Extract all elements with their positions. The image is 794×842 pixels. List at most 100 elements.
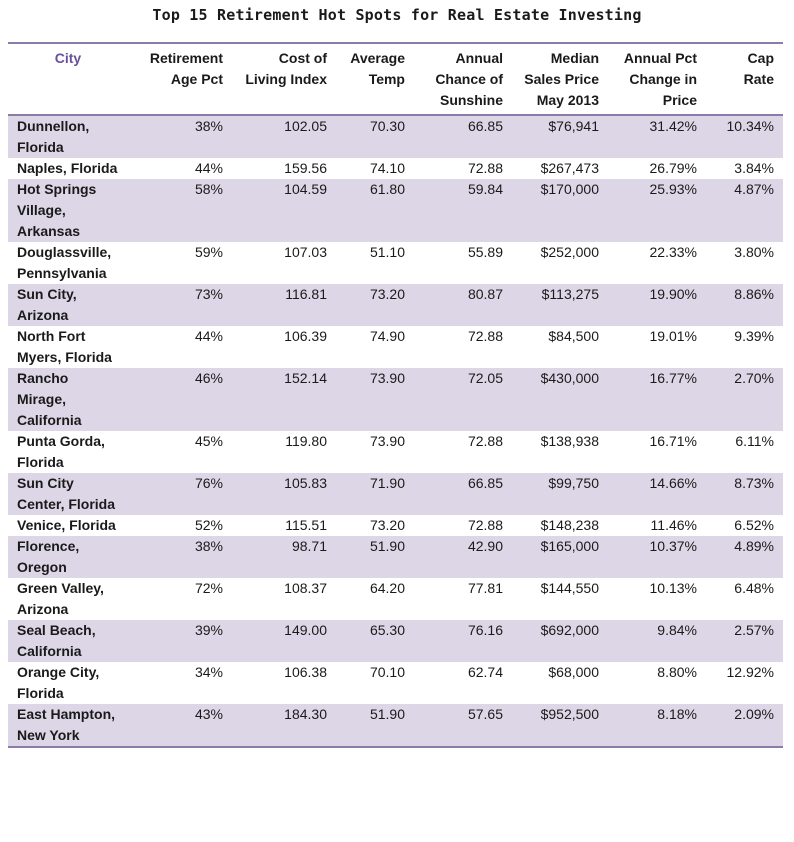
cell-annual-pct-change: 8.18% <box>657 706 697 722</box>
cell-median-sales-price: $84,500 <box>548 328 599 344</box>
cell-average-temp: 51.10 <box>369 244 405 260</box>
cell-annual-chance-of-sunshine: 62.74 <box>467 664 503 680</box>
cell-cost-of-living-index: 105.83 <box>284 475 327 491</box>
cell-annual-chance-of-sunshine: 72.88 <box>467 517 503 533</box>
column-header-average-temp: Average Temp <box>336 43 414 116</box>
cell-cap-rate: 9.39% <box>734 328 774 344</box>
cell-median-sales-price: $144,550 <box>540 580 599 596</box>
table-row: Sun City Center, Florida 76% 105.83 71.90 66… <box>8 473 783 515</box>
cell-median-sales-price: $148,238 <box>540 517 599 533</box>
table-row: Orange City, Florida 34% 106.38 70.10 62.74 $… <box>8 662 783 704</box>
cell-annual-chance-of-sunshine: 72.88 <box>467 433 503 449</box>
cell-annual-pct-change: 26.79% <box>649 160 697 176</box>
cell-annual-chance-of-sunshine: 72.88 <box>467 160 503 176</box>
table-row: Dunnellon, Florida 38% 102.05 70.30 66.85 $76… <box>8 115 783 158</box>
table-row: Venice, Florida 52% 115.51 73.20 72.88 $148,2… <box>8 515 783 536</box>
cell-annual-pct-change: 10.37% <box>649 538 697 554</box>
cell-annual-chance-of-sunshine: 66.85 <box>467 475 503 491</box>
cell-median-sales-price: $692,000 <box>540 622 599 638</box>
cell-median-sales-price: $267,473 <box>540 160 599 176</box>
cell-average-temp: 73.90 <box>369 433 405 449</box>
cell-city: Punta Gorda, Florida <box>17 433 105 470</box>
column-header-city: City <box>8 43 128 116</box>
cell-average-temp: 51.90 <box>369 706 405 722</box>
cell-average-temp: 74.10 <box>369 160 405 176</box>
cell-cost-of-living-index: 115.51 <box>285 517 327 533</box>
cell-average-temp: 73.90 <box>369 370 405 386</box>
cell-cap-rate: 3.84% <box>734 160 774 176</box>
cell-retirement-age-pct: 43% <box>194 706 223 722</box>
cell-retirement-age-pct: 38% <box>194 118 223 134</box>
cell-cost-of-living-index: 116.81 <box>285 286 327 302</box>
cell-median-sales-price: $430,000 <box>540 370 599 386</box>
cell-annual-pct-change: 16.77% <box>649 370 697 386</box>
cell-annual-pct-change: 11.46% <box>650 517 697 533</box>
cell-city: Green Valley, Arizona <box>17 580 104 617</box>
cell-annual-chance-of-sunshine: 42.90 <box>467 538 503 554</box>
cell-average-temp: 64.20 <box>369 580 405 596</box>
cell-cap-rate: 6.48% <box>734 580 774 596</box>
cell-average-temp: 61.80 <box>369 181 405 197</box>
cell-annual-pct-change: 9.84% <box>657 622 697 638</box>
cell-cost-of-living-index: 149.00 <box>284 622 327 638</box>
cell-cap-rate: 2.57% <box>734 622 774 638</box>
cell-retirement-age-pct: 39% <box>194 622 223 638</box>
cell-annual-chance-of-sunshine: 66.85 <box>467 118 503 134</box>
cell-cost-of-living-index: 107.03 <box>284 244 327 260</box>
cell-retirement-age-pct: 38% <box>194 538 223 554</box>
cell-cap-rate: 3.80% <box>734 244 774 260</box>
cell-cap-rate: 8.86% <box>734 286 774 302</box>
cell-annual-chance-of-sunshine: 57.65 <box>467 706 503 722</box>
cell-annual-chance-of-sunshine: 72.88 <box>467 328 503 344</box>
cell-cap-rate: 2.70% <box>734 370 774 386</box>
cell-median-sales-price: $113,275 <box>541 286 599 302</box>
table-row: Green Valley, Arizona 72% 108.37 64.20 77.81… <box>8 578 783 620</box>
cell-retirement-age-pct: 34% <box>194 664 223 680</box>
cell-city: Seal Beach, California <box>17 622 96 659</box>
cell-cost-of-living-index: 98.71 <box>291 538 327 554</box>
column-header-retirement-age-pct: Retirement Age Pct <box>128 43 232 116</box>
cell-cap-rate: 6.11% <box>735 433 774 449</box>
cell-city: Sun City Center, Florida <box>17 475 116 512</box>
cell-retirement-age-pct: 45% <box>194 433 223 449</box>
column-header-annual-pct-change: Annual Pct Change in Price <box>608 43 706 116</box>
table-row: Sun City, Arizona 73% 116.81 73.20 80.87 $113… <box>8 284 783 326</box>
cell-cap-rate: 6.52% <box>734 517 774 533</box>
cell-average-temp: 51.90 <box>369 538 405 554</box>
cell-cost-of-living-index: 106.38 <box>284 664 327 680</box>
cell-city: North Fort Myers, Florida <box>17 328 112 365</box>
cell-median-sales-price: $76,941 <box>548 118 599 134</box>
cell-retirement-age-pct: 59% <box>194 244 223 260</box>
cell-annual-pct-change: 31.42% <box>649 118 697 134</box>
cell-cap-rate: 12.92% <box>726 664 774 680</box>
cell-average-temp: 71.90 <box>369 475 405 491</box>
cell-cost-of-living-index: 104.59 <box>284 181 327 197</box>
cell-cost-of-living-index: 159.56 <box>284 160 327 176</box>
cell-cap-rate: 4.89% <box>734 538 774 554</box>
cell-average-temp: 73.20 <box>369 517 405 533</box>
cell-cap-rate: 2.09% <box>734 706 774 722</box>
cell-annual-pct-change: 8.80% <box>657 664 697 680</box>
cell-cost-of-living-index: 119.80 <box>285 433 327 449</box>
cell-cost-of-living-index: 108.37 <box>284 580 327 596</box>
cell-cost-of-living-index: 152.14 <box>284 370 327 386</box>
cell-annual-pct-change: 19.90% <box>649 286 697 302</box>
column-header-cap-rate: Cap Rate <box>706 43 783 116</box>
cell-annual-chance-of-sunshine: 55.89 <box>467 244 503 260</box>
page-title: Top 15 Retirement Hot Spots for Real Est… <box>152 6 642 24</box>
cell-city: Douglassville, Pennsylvania <box>17 244 112 281</box>
cell-median-sales-price: $68,000 <box>548 664 599 680</box>
cell-retirement-age-pct: 76% <box>194 475 223 491</box>
cell-city: Hot Springs Village, Arkansas <box>17 181 97 239</box>
cell-annual-pct-change: 14.66% <box>649 475 697 491</box>
cell-city: Naples, Florida <box>17 160 118 176</box>
cell-median-sales-price: $99,750 <box>548 475 599 491</box>
cell-cost-of-living-index: 106.39 <box>284 328 327 344</box>
cell-median-sales-price: $952,500 <box>540 706 599 722</box>
cell-city: Rancho Mirage, California <box>17 370 82 428</box>
cell-median-sales-price: $165,000 <box>540 538 599 554</box>
table-body: Dunnellon, Florida 38% 102.05 70.30 66.85 $76… <box>8 115 783 747</box>
cell-average-temp: 73.20 <box>369 286 405 302</box>
cell-annual-pct-change: 19.01% <box>649 328 697 344</box>
cell-annual-pct-change: 25.93% <box>649 181 697 197</box>
